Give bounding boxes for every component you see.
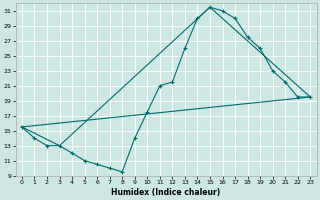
X-axis label: Humidex (Indice chaleur): Humidex (Indice chaleur) bbox=[111, 188, 221, 197]
